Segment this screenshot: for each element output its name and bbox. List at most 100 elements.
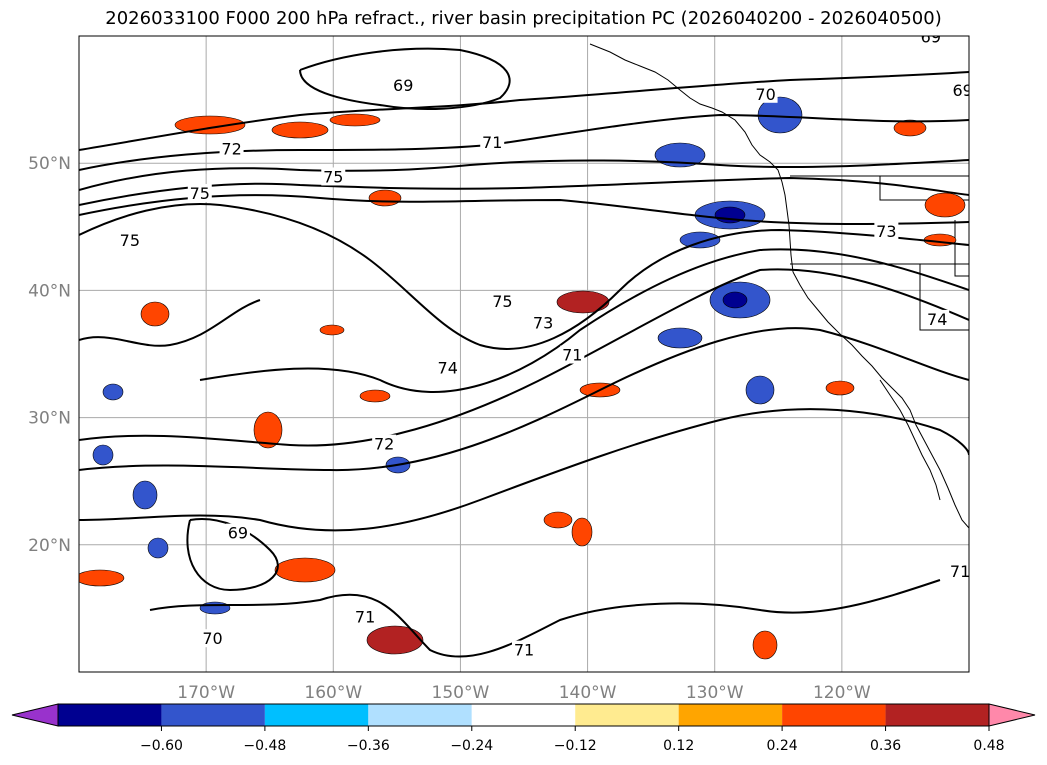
colorbar-extend-low <box>11 703 59 727</box>
contour-line <box>79 159 969 191</box>
colorbar-segment <box>678 704 783 726</box>
contour-line <box>79 71 969 151</box>
precip-patch <box>679 231 721 249</box>
colorbar-tick-label: −0.36 <box>347 738 390 754</box>
contour-label-bg <box>948 561 969 580</box>
precip-patch <box>253 411 283 449</box>
contour-line <box>199 248 969 393</box>
precip-patch <box>92 444 114 466</box>
contour-label: 70 <box>202 629 222 648</box>
precip-patch <box>319 324 345 336</box>
contour-label: 74 <box>927 310 947 329</box>
precip-patch <box>752 630 778 660</box>
contour-line <box>79 194 969 225</box>
lon-tick-label: 120°W <box>813 683 871 703</box>
contour-line <box>79 408 969 532</box>
precip-patch <box>543 511 573 529</box>
precip-patch <box>722 291 748 309</box>
colorbar-tick-label: 0.12 <box>663 738 694 754</box>
precip-patch <box>657 327 703 349</box>
precip-patch <box>147 537 169 559</box>
map-frame <box>78 35 970 673</box>
contour-label-bg <box>512 640 536 659</box>
lon-tick-label: 160°W <box>304 683 362 703</box>
colorbar: −0.60 −0.48 −0.36 −0.24 −0.12 0.12 0.24 0.36 0.4… <box>11 703 1036 754</box>
precip-patch <box>174 115 246 135</box>
contour-label: 71 <box>950 562 970 581</box>
colorbar-segment <box>58 704 162 726</box>
contour-label-bg <box>560 345 585 364</box>
contour-label-bg <box>117 231 142 250</box>
precip-patch <box>556 290 610 314</box>
contour-label-bg <box>531 313 556 332</box>
precip-patch <box>571 517 593 547</box>
precip-patch <box>102 383 124 401</box>
colorbar-tick-label: −0.24 <box>450 738 493 754</box>
contour-label-bg <box>918 36 943 46</box>
refractivity-contours <box>79 47 969 658</box>
colorbar-segment <box>161 704 265 726</box>
colorbar-segment <box>575 704 679 726</box>
lat-tick-label: 40°N <box>28 281 71 301</box>
precip-patch <box>893 119 927 137</box>
colorbar-tick-label: 0.24 <box>767 738 798 754</box>
contour-label-bg <box>435 358 460 377</box>
colorbar-segment <box>782 704 886 726</box>
colorbar-frame <box>57 703 990 727</box>
contour-label: 70 <box>755 85 775 104</box>
contour-label-bg <box>391 75 416 94</box>
precip-patch <box>199 601 231 615</box>
colorbar-tick-label: 0.48 <box>973 738 1004 754</box>
contour-label-bg <box>200 629 225 648</box>
precip-patch <box>924 192 966 218</box>
contour-label: 73 <box>876 222 896 241</box>
contour-label: 69 <box>921 28 941 47</box>
precip-patch <box>368 189 402 207</box>
contour-label: 69 <box>228 524 248 543</box>
contour-label-bg <box>480 133 505 152</box>
lon-tick-label: 140°W <box>559 683 617 703</box>
lat-tick-label: 20°N <box>28 536 71 556</box>
contour-label: 74 <box>438 358 458 377</box>
contour-label-bg <box>372 434 397 453</box>
colorbar-tick-label: 0.36 <box>870 738 901 754</box>
contour-label-bg <box>490 292 515 311</box>
lat-tick-label: 30°N <box>28 409 71 429</box>
contour-label-bg <box>187 184 212 202</box>
precip-patch <box>274 557 336 583</box>
colorbar-segment <box>264 704 369 726</box>
coastline-alaska-bc <box>589 43 794 273</box>
colorbar-tick-label: −0.48 <box>243 738 286 754</box>
contour-label: 71 <box>482 133 502 152</box>
contour-label-bg <box>219 139 244 158</box>
precip-patch <box>140 301 170 327</box>
contour-label: 71 <box>355 608 375 627</box>
contour-label: 69 <box>952 81 972 100</box>
border-states-2 <box>919 264 969 331</box>
lon-tick-label: 170°W <box>177 683 235 703</box>
contour-label-bg <box>925 309 950 328</box>
contour-label: 75 <box>120 231 140 250</box>
colorbar-segment <box>471 704 576 726</box>
coastline-us-west <box>792 271 969 529</box>
lon-tick-label: 130°W <box>686 683 744 703</box>
contour-label: 75 <box>492 292 512 311</box>
graticule <box>79 36 969 672</box>
precip-patch <box>359 389 391 403</box>
contour-label: 73 <box>533 314 553 333</box>
contour-label: 71 <box>562 346 582 365</box>
contour-label-bg <box>225 523 250 542</box>
lon-tick-label: 150°W <box>432 683 490 703</box>
contour-label: 75 <box>190 184 210 203</box>
contour-label-bg <box>950 80 969 99</box>
colorbar-segment <box>885 704 989 726</box>
precip-patch <box>79 569 125 587</box>
precip-patch <box>745 375 775 405</box>
precip-patch <box>271 121 329 139</box>
contour-label: 72 <box>374 435 394 454</box>
axis-labels: 20°N 30°N 40°N 50°N 170°W 160°W 150°W 140°W 130°… <box>28 154 871 703</box>
colorbar-extend-high <box>988 703 1036 727</box>
contour-line <box>79 203 969 350</box>
contour-label: 69 <box>393 76 413 95</box>
